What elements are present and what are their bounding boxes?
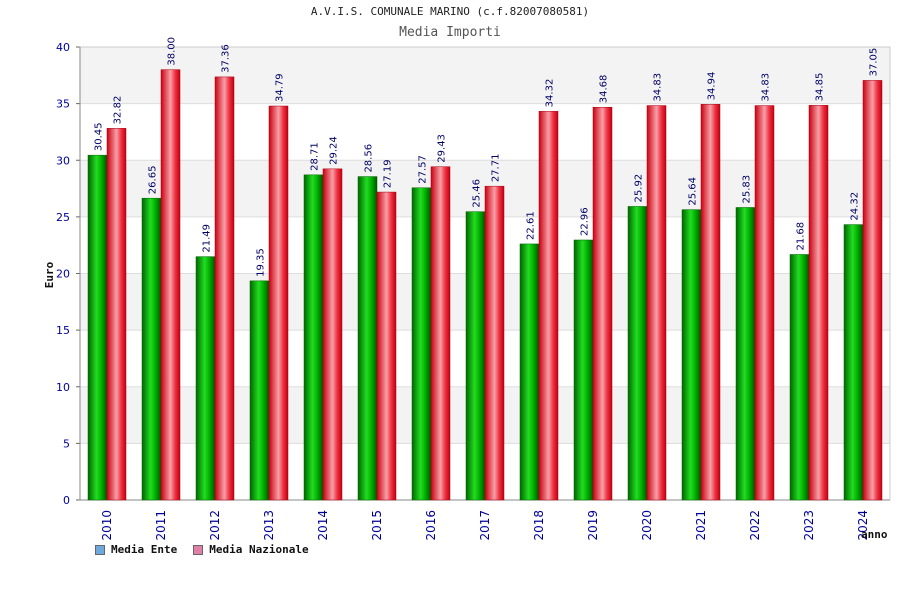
bar xyxy=(519,243,540,501)
y-tick-label: 0 xyxy=(63,494,70,507)
bar xyxy=(754,105,775,501)
x-tick-label: 2019 xyxy=(586,510,600,541)
data-label: 25.92 xyxy=(634,174,645,203)
bar xyxy=(376,191,397,501)
legend-label: Media Ente xyxy=(111,543,178,556)
bar xyxy=(700,104,721,501)
data-label: 21.49 xyxy=(202,224,213,253)
x-tick-label: 2021 xyxy=(694,510,708,541)
y-tick-label: 35 xyxy=(56,98,70,111)
y-tick-label: 15 xyxy=(56,324,70,337)
legend-item-media-ente: Media Ente xyxy=(95,543,177,556)
bar xyxy=(681,209,702,501)
bar xyxy=(808,105,829,501)
data-label: 38.00 xyxy=(167,37,178,66)
data-label: 28.56 xyxy=(364,144,375,173)
x-tick-label: 2010 xyxy=(100,510,114,541)
legend-swatch xyxy=(193,544,204,555)
x-tick-label: 2015 xyxy=(370,510,384,541)
chart-title: A.V.I.S. COMUNALE MARINO (c.f.8200708058… xyxy=(310,5,590,18)
legend: Media Ente Media Nazionale xyxy=(95,543,309,556)
x-tick-label: 2011 xyxy=(154,510,168,541)
bar xyxy=(843,224,864,501)
x-tick-label: 2017 xyxy=(478,510,492,541)
data-label: 34.94 xyxy=(707,72,718,101)
data-label: 22.61 xyxy=(526,211,537,240)
bar xyxy=(484,185,505,501)
data-label: 34.32 xyxy=(545,79,556,108)
data-label: 32.82 xyxy=(113,96,124,125)
bar xyxy=(303,174,324,501)
data-label: 27.57 xyxy=(418,155,429,184)
data-label: 37.36 xyxy=(221,44,232,73)
y-tick-label: 25 xyxy=(56,211,70,224)
x-tick-label: 2016 xyxy=(424,510,438,541)
bar xyxy=(430,166,451,501)
bar xyxy=(592,106,613,501)
x-tick-label: 2020 xyxy=(640,510,654,541)
data-label: 19.35 xyxy=(256,248,267,277)
bar xyxy=(735,207,756,501)
bar xyxy=(106,128,127,501)
bar xyxy=(268,105,289,501)
data-label: 27.71 xyxy=(491,154,502,183)
bar xyxy=(862,80,883,501)
data-label: 30.45 xyxy=(94,123,105,152)
x-tick-label: 2012 xyxy=(208,510,222,541)
bar xyxy=(141,197,162,501)
data-label: 22.96 xyxy=(580,207,591,236)
y-axis-label: Euro xyxy=(43,261,56,288)
y-tick-label: 30 xyxy=(56,154,70,167)
bar xyxy=(249,280,270,501)
y-tick-label: 40 xyxy=(56,41,70,54)
data-label: 34.68 xyxy=(599,75,610,104)
legend-label: Media Nazionale xyxy=(209,543,309,556)
bar xyxy=(160,69,181,501)
x-tick-label: 2013 xyxy=(262,510,276,541)
x-tick-label: 2018 xyxy=(532,510,546,541)
bar xyxy=(538,111,559,501)
bar xyxy=(465,211,486,501)
data-label: 29.43 xyxy=(437,134,448,163)
x-tick-label: 2014 xyxy=(316,510,330,541)
data-label: 21.68 xyxy=(796,222,807,251)
bar xyxy=(214,76,235,501)
bar xyxy=(411,187,432,501)
y-tick-label: 5 xyxy=(63,437,70,450)
data-label: 25.83 xyxy=(742,175,753,204)
legend-item-media-nazionale: Media Nazionale xyxy=(193,543,309,556)
y-tick-label: 20 xyxy=(56,268,70,281)
bar xyxy=(646,105,667,501)
data-label: 27.19 xyxy=(383,159,394,188)
y-tick-label: 10 xyxy=(56,381,70,394)
bar xyxy=(789,254,810,501)
x-axis-label: anno xyxy=(861,528,888,541)
bar xyxy=(627,206,648,501)
data-label: 34.79 xyxy=(275,73,286,102)
data-label: 29.24 xyxy=(329,136,340,165)
data-label: 25.64 xyxy=(688,177,699,206)
x-tick-label: 2024 xyxy=(856,510,870,541)
legend-swatch xyxy=(95,544,105,555)
bar xyxy=(573,239,594,501)
data-label: 34.83 xyxy=(653,73,664,102)
x-tick-label: 2023 xyxy=(802,510,816,541)
bar xyxy=(322,168,343,501)
data-label: 24.32 xyxy=(850,192,861,221)
data-label: 34.83 xyxy=(761,73,772,102)
data-label: 28.71 xyxy=(310,142,321,171)
data-label: 37.05 xyxy=(869,48,880,77)
data-label: 26.65 xyxy=(148,166,159,195)
x-tick-label: 2022 xyxy=(748,510,762,541)
data-label: 34.85 xyxy=(815,73,826,102)
chart-subtitle: Media Importi xyxy=(399,25,501,40)
bar xyxy=(195,256,216,501)
bar xyxy=(357,176,378,501)
bar xyxy=(87,154,108,501)
data-label: 25.46 xyxy=(472,179,483,208)
